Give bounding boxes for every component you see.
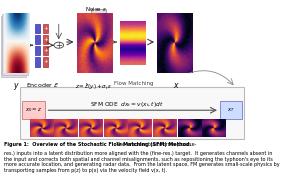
Text: $z = \hat{\mathcal{E}}(y) + \sigma_t \epsilon$: $z = \hat{\mathcal{E}}(y) + \sigma_t \ep… — [75, 81, 112, 92]
FancyBboxPatch shape — [220, 102, 242, 119]
FancyBboxPatch shape — [91, 9, 106, 21]
FancyBboxPatch shape — [1, 16, 26, 77]
Text: $x_0 = z$: $x_0 = z$ — [25, 106, 42, 114]
Text: y: y — [13, 81, 17, 90]
FancyBboxPatch shape — [22, 102, 45, 119]
FancyBboxPatch shape — [43, 46, 48, 55]
FancyBboxPatch shape — [35, 46, 40, 55]
FancyBboxPatch shape — [43, 24, 48, 33]
FancyBboxPatch shape — [35, 24, 40, 33]
Text: Noise $\epsilon$: Noise $\epsilon$ — [85, 5, 107, 13]
Text: res.) inputs into a latent distribution more aligned with the (fine-res.) target: res.) inputs into a latent distribution … — [4, 151, 280, 173]
FancyBboxPatch shape — [35, 35, 40, 44]
Text: +: + — [43, 48, 48, 53]
FancyBboxPatch shape — [43, 57, 48, 67]
Text: SFM ODE  $dx_t = v(x_t, t)dt$: SFM ODE $dx_t = v(x_t, t)dt$ — [91, 100, 164, 109]
Text: $x_T$: $x_T$ — [227, 106, 235, 114]
Text: The encoder transforms (coarse-: The encoder transforms (coarse- — [113, 142, 196, 147]
Text: +: + — [43, 37, 48, 42]
Circle shape — [54, 42, 64, 48]
FancyBboxPatch shape — [43, 35, 48, 44]
Text: Figure 1:  Overview of the Stochastic Flow Matching (SFM) Method.: Figure 1: Overview of the Stochastic Flo… — [4, 142, 191, 147]
Text: Flow Matching: Flow Matching — [114, 81, 153, 86]
Text: +: + — [56, 41, 62, 50]
Text: x: x — [173, 81, 177, 90]
FancyBboxPatch shape — [35, 57, 40, 67]
Text: +: + — [43, 59, 48, 64]
Text: +: + — [43, 26, 48, 31]
FancyBboxPatch shape — [2, 14, 28, 75]
FancyBboxPatch shape — [20, 87, 244, 139]
Text: Encoder $\mathcal{E}$: Encoder $\mathcal{E}$ — [26, 81, 60, 89]
